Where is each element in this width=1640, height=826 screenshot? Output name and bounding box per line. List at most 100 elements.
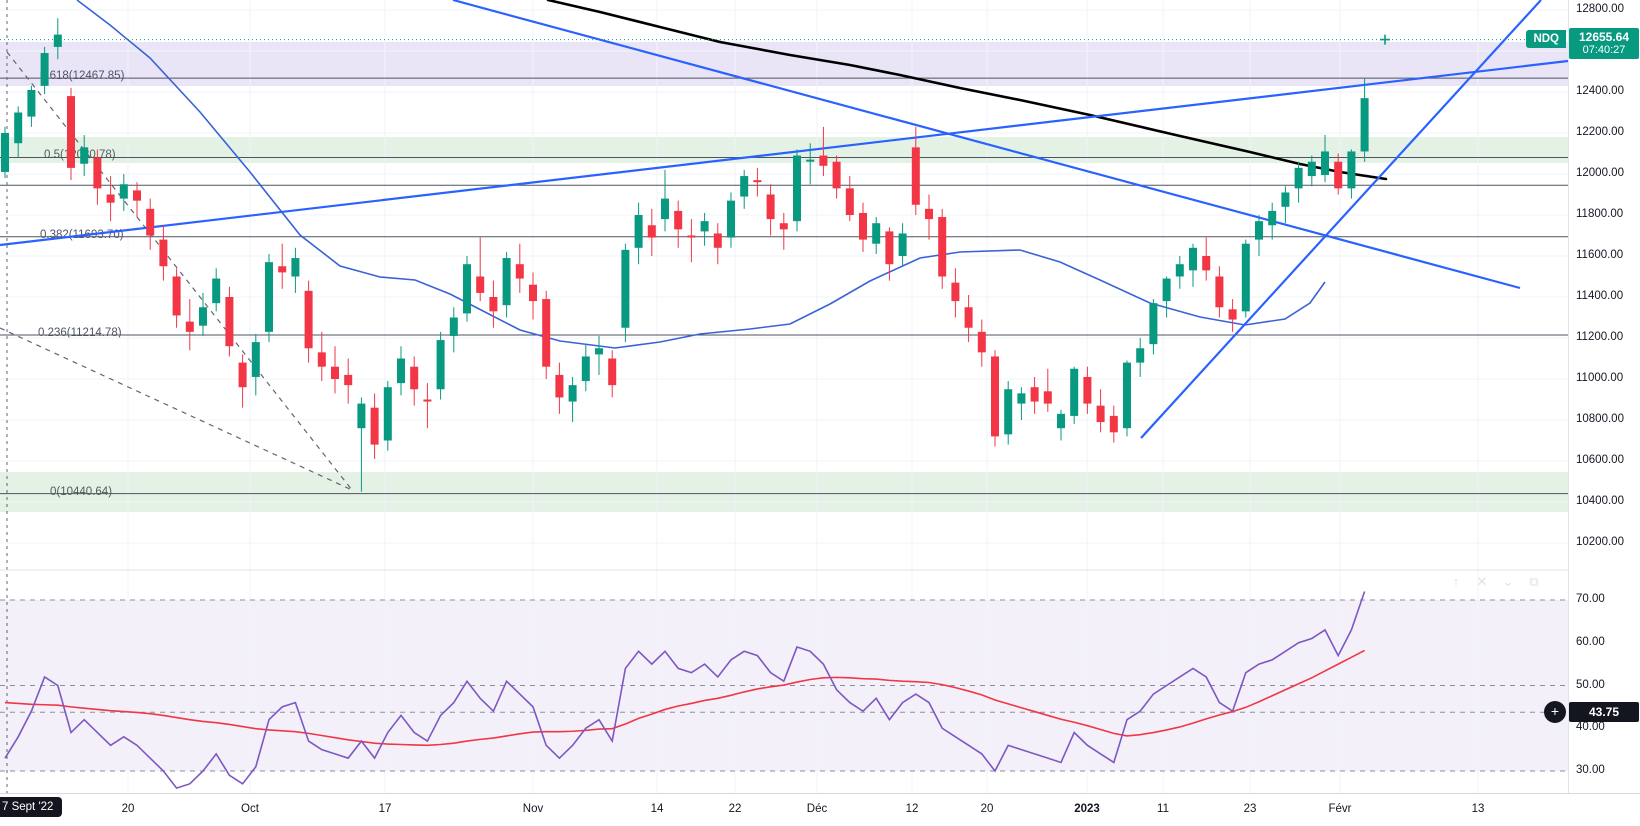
candle-body[interactable] bbox=[1149, 303, 1158, 345]
candle-body[interactable] bbox=[1360, 98, 1369, 152]
candle-body[interactable] bbox=[1189, 247, 1197, 271]
date-marker-badge[interactable]: 7 Sept '22 bbox=[0, 797, 63, 817]
candle-body[interactable] bbox=[1030, 387, 1039, 402]
candle-body[interactable] bbox=[410, 366, 419, 390]
candle-body[interactable] bbox=[1162, 278, 1171, 302]
candle-body[interactable] bbox=[568, 385, 577, 402]
trendline-descending[interactable] bbox=[452, 0, 1521, 290]
ma-fast-blue-line[interactable] bbox=[76, 0, 1326, 349]
candle-body[interactable] bbox=[397, 358, 405, 384]
candle-body[interactable] bbox=[265, 262, 273, 332]
candle-body[interactable] bbox=[1347, 151, 1356, 189]
fib-level-label[interactable]: 0.618(12467.85) bbox=[40, 70, 124, 82]
candle-body[interactable] bbox=[621, 249, 630, 328]
candle-body[interactable] bbox=[383, 387, 392, 441]
candle-body[interactable] bbox=[1057, 413, 1065, 429]
candle-body[interactable] bbox=[991, 356, 999, 437]
candle-body[interactable] bbox=[793, 155, 801, 222]
pane-close-button[interactable]: ✕ bbox=[1476, 574, 1488, 589]
candle-body[interactable] bbox=[832, 161, 841, 189]
candle-body[interactable] bbox=[964, 307, 973, 328]
candle-body[interactable] bbox=[779, 223, 788, 230]
candle-body[interactable] bbox=[727, 200, 735, 238]
candle-body[interactable] bbox=[278, 266, 287, 273]
candle-body[interactable] bbox=[370, 407, 379, 445]
candle-body[interactable] bbox=[634, 215, 643, 248]
candle-body[interactable] bbox=[581, 356, 590, 382]
candle-body[interactable] bbox=[1228, 309, 1237, 320]
candle-body[interactable] bbox=[133, 190, 141, 201]
pane-collapse-button[interactable]: ⌄ bbox=[1502, 574, 1514, 589]
candle-body[interactable] bbox=[1017, 393, 1026, 404]
candle-body[interactable] bbox=[225, 297, 234, 347]
dashed-trend-line[interactable] bbox=[0, 327, 353, 491]
candle-body[interactable] bbox=[1070, 368, 1079, 416]
candle-body[interactable] bbox=[661, 198, 669, 220]
supply-zone-band[interactable] bbox=[0, 42, 1568, 86]
chart-canvas[interactable] bbox=[0, 0, 1568, 793]
candle-body[interactable] bbox=[845, 188, 854, 216]
candle-body[interactable] bbox=[1334, 161, 1343, 189]
candle-body[interactable] bbox=[119, 184, 128, 199]
last-price-box[interactable]: 12655.64 07:40:27 bbox=[1569, 28, 1639, 59]
price-axis[interactable]: 12800.00 12400.00 12200.00 12000.00 11800.00… bbox=[1568, 0, 1640, 793]
candle-body[interactable] bbox=[67, 96, 75, 168]
candle-body[interactable] bbox=[806, 159, 815, 162]
candle-body[interactable] bbox=[53, 34, 62, 47]
candle-body[interactable] bbox=[476, 276, 485, 293]
candle-body[interactable] bbox=[1215, 276, 1224, 308]
candle-body[interactable] bbox=[1307, 161, 1316, 177]
candle-body[interactable] bbox=[463, 264, 471, 314]
candle-body[interactable] bbox=[529, 284, 537, 302]
candle-body[interactable] bbox=[80, 147, 89, 164]
candle-body[interactable] bbox=[27, 89, 36, 117]
candle-body[interactable] bbox=[542, 299, 551, 367]
candle-body[interactable] bbox=[344, 374, 353, 386]
candle-body[interactable] bbox=[304, 290, 313, 349]
chart-area[interactable]: 0.618(12467.85)0.5(12080.78)0.382(11693.… bbox=[0, 0, 1568, 793]
support-zone-band[interactable] bbox=[0, 472, 1568, 512]
candle-body[interactable] bbox=[212, 278, 221, 304]
candle-body[interactable] bbox=[146, 208, 155, 236]
candle-body[interactable] bbox=[595, 348, 603, 355]
candle-body[interactable] bbox=[185, 321, 194, 332]
ma-slow-black-line[interactable] bbox=[546, 0, 1388, 181]
candle-body[interactable] bbox=[925, 208, 933, 220]
rsi-ma-red-line[interactable] bbox=[4, 649, 1365, 747]
candle-body[interactable] bbox=[898, 233, 907, 257]
candle-body[interactable] bbox=[951, 282, 960, 302]
candle-body[interactable] bbox=[740, 176, 749, 197]
candle-body[interactable] bbox=[1321, 151, 1329, 176]
candle-body[interactable] bbox=[687, 235, 696, 238]
rsi-level-label[interactable]: 43.75 bbox=[1569, 702, 1639, 722]
candle-body[interactable] bbox=[1004, 389, 1013, 435]
candle-body[interactable] bbox=[14, 112, 23, 144]
candle-body[interactable] bbox=[159, 239, 168, 267]
candle-body[interactable] bbox=[1294, 167, 1303, 189]
candle-body[interactable] bbox=[331, 366, 339, 380]
candle-body[interactable] bbox=[555, 374, 564, 398]
candle-body[interactable] bbox=[1123, 362, 1131, 429]
candle-body[interactable] bbox=[1241, 243, 1250, 312]
candle-body[interactable] bbox=[1268, 210, 1277, 226]
fib-level-label[interactable]: 0.236(11214.78) bbox=[38, 326, 122, 339]
candle-body[interactable] bbox=[423, 399, 432, 402]
candle-body[interactable] bbox=[1043, 391, 1052, 404]
candle-body[interactable] bbox=[1175, 264, 1184, 277]
candle-body[interactable] bbox=[1202, 256, 1211, 271]
candle-body[interactable] bbox=[238, 362, 247, 388]
candle-body[interactable] bbox=[1136, 348, 1145, 363]
candle-body[interactable] bbox=[317, 352, 326, 367]
candle-body[interactable] bbox=[172, 276, 181, 316]
candle-body[interactable] bbox=[753, 180, 762, 183]
time-axis[interactable]: 7 Sept '22 ⚙ 20Oct17Nov1422Déc1220202311… bbox=[0, 793, 1640, 826]
candle-body[interactable] bbox=[859, 212, 867, 240]
pane-maximize-button[interactable]: ⧉ bbox=[1529, 574, 1539, 589]
candle-body[interactable] bbox=[608, 358, 617, 386]
candle-body[interactable] bbox=[713, 233, 722, 248]
candle-body[interactable] bbox=[674, 210, 683, 230]
candle-body[interactable] bbox=[766, 194, 775, 220]
trendline-ascending-long[interactable] bbox=[0, 59, 1568, 247]
candle-body[interactable] bbox=[1, 133, 9, 172]
candle-body[interactable] bbox=[977, 331, 986, 353]
